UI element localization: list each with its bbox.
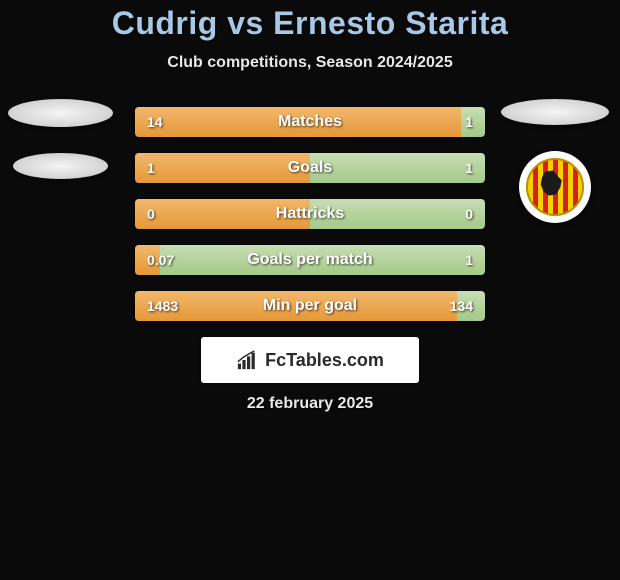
player-disc-icon — [13, 153, 108, 179]
fctables-logo: FcTables.com — [201, 337, 419, 383]
stat-value-right: 1 — [465, 252, 473, 268]
stat-value-left: 0 — [147, 206, 155, 222]
stat-label: Goals — [288, 159, 332, 177]
stat-label: Min per goal — [263, 297, 357, 315]
left-player-avatars — [8, 99, 113, 179]
stat-label: Goals per match — [247, 251, 372, 269]
club-crest-icon — [519, 151, 591, 223]
stat-row: 1483 134 Min per goal — [135, 291, 485, 321]
stat-label: Hattricks — [276, 205, 344, 223]
stat-row: 14 1 Matches — [135, 107, 485, 137]
stat-label: Matches — [278, 113, 342, 131]
body-wrap: 14 1 Matches 1 1 Goals 0 0 Hattricks 0.07 1 Goals p… — [0, 107, 620, 413]
stat-value-right: 0 — [465, 206, 473, 222]
stat-value-right: 1 — [465, 160, 473, 176]
container: Cudrig vs Ernesto Starita Club competiti… — [0, 0, 620, 580]
stat-row: 1 1 Goals — [135, 153, 485, 183]
stat-value-left: 14 — [147, 114, 163, 130]
right-player-avatars — [497, 99, 612, 223]
stat-row: 0.07 1 Goals per match — [135, 245, 485, 275]
player-disc-icon — [501, 99, 609, 125]
stat-value-right: 134 — [450, 298, 473, 314]
logo-text: FcTables.com — [265, 350, 384, 371]
subtitle: Club competitions, Season 2024/2025 — [0, 54, 620, 72]
stat-value-left: 1 — [147, 160, 155, 176]
bar-chart-icon — [236, 349, 258, 371]
stat-rows: 14 1 Matches 1 1 Goals 0 0 Hattricks 0.07 1 Goals p… — [135, 107, 485, 321]
player-disc-icon — [8, 99, 113, 127]
stat-value-right: 1 — [465, 114, 473, 130]
stat-value-left: 1483 — [147, 298, 178, 314]
stat-value-left: 0.07 — [147, 252, 174, 268]
page-title: Cudrig vs Ernesto Starita — [0, 5, 620, 42]
date-text: 22 february 2025 — [0, 395, 620, 413]
stat-row: 0 0 Hattricks — [135, 199, 485, 229]
